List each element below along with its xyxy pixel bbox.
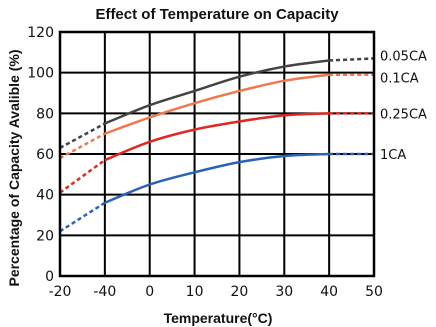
- grid: [60, 32, 374, 276]
- x-axis-title: Temperature(°C): [164, 310, 273, 326]
- y-tick-label: 100: [27, 66, 54, 82]
- chart-title: Effect of Temperature on Capacity: [95, 6, 339, 23]
- y-tick-label: 0: [45, 269, 54, 285]
- y-tick-label: 80: [36, 106, 54, 122]
- x-tick-label: 10: [186, 284, 204, 300]
- series-line-solid: [104, 73, 330, 135]
- y-axis-title: Percentage of Capacity Avalible (%): [6, 49, 22, 286]
- legend: 0.05CA 0.1CA 0.25CA 1CA: [380, 49, 427, 163]
- y-tick-label: 60: [36, 147, 54, 163]
- series-line-solid: [104, 112, 330, 162]
- series-line-solid: [104, 59, 330, 125]
- series-line-dashed-start: [59, 132, 106, 160]
- series-lines: [59, 57, 375, 233]
- legend-label-0.1CA: 0.1CA: [380, 72, 419, 87]
- series-1CA: [59, 152, 374, 233]
- series-line-dashed-end: [329, 57, 375, 62]
- series-0.05CA: [59, 57, 375, 149]
- y-tick-label: 20: [36, 228, 54, 244]
- series-0.1CA: [59, 73, 374, 160]
- x-tick-label: -40: [93, 284, 116, 300]
- series-line-dashed-start: [59, 201, 106, 233]
- y-axis-ticks: 0 20 40 60 80 100 120: [27, 25, 54, 285]
- plot-frame: [58, 30, 376, 278]
- x-tick-label: 20: [231, 284, 249, 300]
- x-tick-label: 50: [365, 284, 383, 300]
- x-tick-label: 30: [275, 284, 293, 300]
- series-line-solid: [104, 152, 330, 204]
- legend-label-0.25CA: 0.25CA: [380, 107, 427, 122]
- y-tick-label: 120: [27, 25, 54, 41]
- x-tick-label: -20: [49, 284, 72, 300]
- series-0.25CA: [59, 112, 374, 194]
- x-tick-label: 0: [145, 284, 154, 300]
- legend-label-0.05CA: 0.05CA: [380, 49, 427, 64]
- series-line-dashed-start: [59, 159, 106, 194]
- y-tick-label: 40: [36, 188, 54, 204]
- series-line-dashed-start: [59, 122, 106, 149]
- x-axis-ticks: -20 -40 0 10 20 30 40 50: [49, 284, 383, 300]
- legend-label-1CA: 1CA: [380, 148, 406, 163]
- x-tick-label: 40: [320, 284, 338, 300]
